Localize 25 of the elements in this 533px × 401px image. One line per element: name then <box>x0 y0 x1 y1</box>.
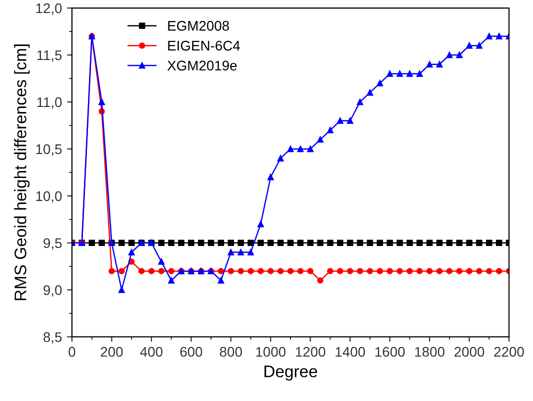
y-tick-label: 10,0 <box>36 191 62 203</box>
x-tick-label: 1600 <box>375 346 405 357</box>
x-tick-label: 600 <box>180 346 202 357</box>
x-tick-label: 1000 <box>256 346 286 357</box>
x-axis-title: Degree <box>264 366 318 381</box>
y-tick-label: 11,0 <box>37 97 62 109</box>
legend-label: EGM2008 <box>168 20 229 31</box>
y-tick-label: 9,0 <box>44 285 62 297</box>
y-tick-label: 8,5 <box>44 332 62 344</box>
x-tick-label: 200 <box>100 346 123 357</box>
y-tick-label: 9,5 <box>44 238 62 250</box>
x-tick-label: 0 <box>68 346 76 357</box>
legend-label: EIGEN-6C4 <box>168 40 240 51</box>
x-tick-label: 1400 <box>336 346 365 357</box>
x-tick-label: 2200 <box>494 346 524 357</box>
y-tick-label: 12,0 <box>36 3 62 15</box>
x-tick-label: 800 <box>220 346 242 357</box>
y-tick-label: 11,5 <box>37 50 62 62</box>
x-tick-label: 1200 <box>296 346 326 357</box>
x-tick-label: 1800 <box>415 346 444 357</box>
y-axis-title: RMS Geoid height differences [cm] <box>14 44 30 300</box>
x-tick-label: 400 <box>140 346 162 357</box>
x-tick-label: 2000 <box>454 346 484 357</box>
y-tick-label: 10,5 <box>36 144 62 156</box>
legend-label: XGM2019e <box>167 60 237 71</box>
